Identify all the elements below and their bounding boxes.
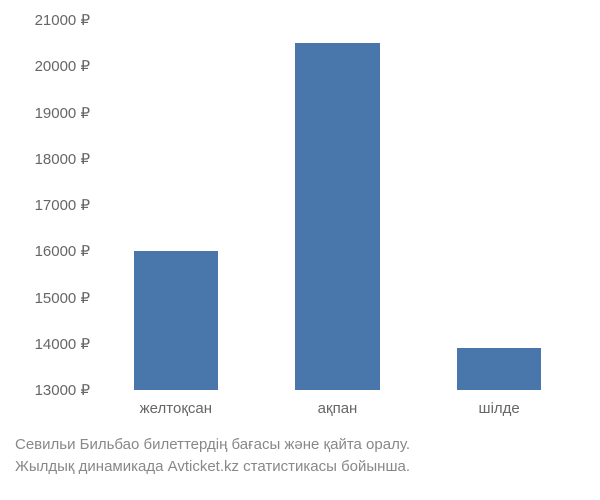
chart-caption: Севильи Бильбао билеттердің бағасы және … bbox=[15, 434, 595, 478]
bar bbox=[457, 348, 541, 390]
x-axis-tick: шілде bbox=[479, 400, 520, 417]
y-axis-tick: 17000 ₽ bbox=[10, 196, 90, 214]
y-axis-tick: 19000 ₽ bbox=[10, 104, 90, 122]
plot-area bbox=[95, 20, 580, 390]
y-axis-tick: 14000 ₽ bbox=[10, 335, 90, 353]
caption-line-1: Севильи Бильбао билеттердің бағасы және … bbox=[15, 434, 595, 456]
bar bbox=[295, 43, 379, 390]
x-axis-tick: ақпан bbox=[318, 400, 358, 417]
y-axis-tick: 16000 ₽ bbox=[10, 242, 90, 260]
bar bbox=[134, 251, 218, 390]
caption-line-2: Жылдық динамикада Avticket.kz статистика… bbox=[15, 456, 595, 478]
y-axis-tick: 13000 ₽ bbox=[10, 381, 90, 399]
y-axis-tick: 15000 ₽ bbox=[10, 289, 90, 307]
y-axis-tick: 21000 ₽ bbox=[10, 11, 90, 29]
y-axis-tick: 20000 ₽ bbox=[10, 57, 90, 75]
x-axis-tick: желтоқсан bbox=[140, 400, 212, 417]
bar-chart: 13000 ₽ 14000 ₽ 15000 ₽ 16000 ₽ 17000 ₽ 18000… bbox=[0, 0, 600, 500]
y-axis-tick: 18000 ₽ bbox=[10, 150, 90, 168]
